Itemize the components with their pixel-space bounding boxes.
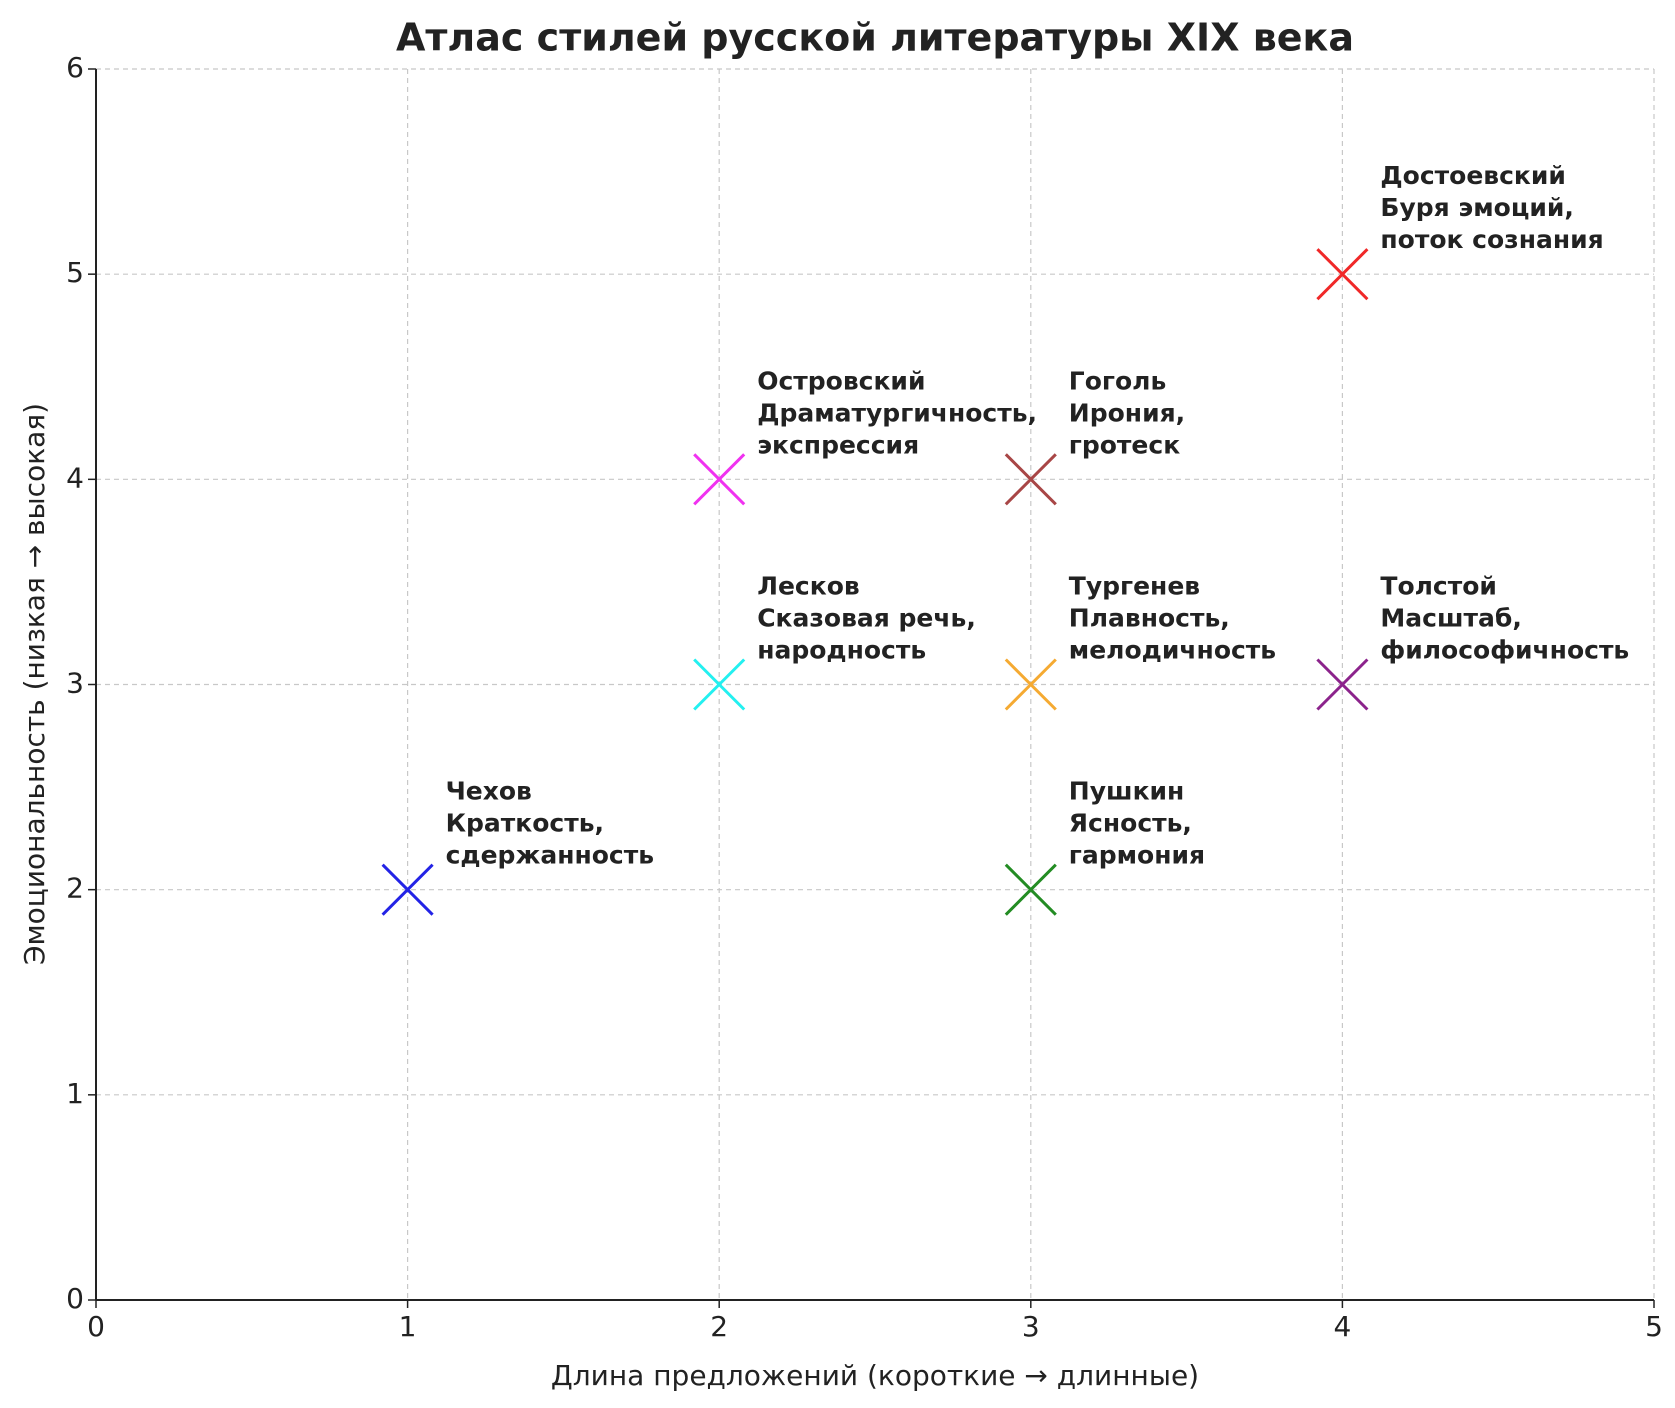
x-tick-label: 1 xyxy=(399,1310,417,1343)
annotation-line: поток сознания xyxy=(1380,225,1603,254)
annotation-name: Толстой xyxy=(1380,572,1497,601)
annotation-line: философичность xyxy=(1380,636,1629,665)
y-tick-label: 4 xyxy=(66,461,84,494)
x-tick-label: 2 xyxy=(710,1310,728,1343)
annotation-line: Ясность, xyxy=(1069,809,1192,838)
y-tick-label: 2 xyxy=(66,872,84,905)
annotation-name: Достоевский xyxy=(1380,161,1566,190)
y-tick-label: 6 xyxy=(66,51,84,84)
annotation-line: Масштаб, xyxy=(1380,604,1521,633)
marker xyxy=(1004,863,1057,916)
marker xyxy=(1004,658,1057,711)
annotation-line: народность xyxy=(757,636,926,665)
marker xyxy=(693,658,746,711)
annotation-line: гротеск xyxy=(1069,430,1180,459)
annotation-name: Пушкин xyxy=(1069,777,1185,806)
x-tick-label: 4 xyxy=(1333,1310,1351,1343)
y-tick-label: 1 xyxy=(66,1077,84,1110)
annotation-line: Драматургичность, xyxy=(757,398,1037,427)
annotation-line: Сказовая речь, xyxy=(757,604,976,633)
annotation-line: Плавность, xyxy=(1069,604,1230,633)
y-tick-label: 5 xyxy=(66,256,84,289)
y-axis-label: Эмоциональность (низкая → высокая) xyxy=(18,403,51,965)
annotation-name: Чехов xyxy=(446,777,532,806)
annotation-line: мелодичность xyxy=(1069,636,1276,665)
annotation-line: гармония xyxy=(1069,841,1205,870)
annotation-name: Тургенев xyxy=(1069,572,1200,601)
x-tick-label: 3 xyxy=(1022,1310,1040,1343)
y-tick-label: 0 xyxy=(66,1282,84,1315)
annotation-line: Ирония, xyxy=(1069,398,1185,427)
annotation-name: Лесков xyxy=(757,572,860,601)
x-axis-label: Длина предложений (короткие → длинные) xyxy=(551,1359,1199,1392)
annotation-line: Краткость, xyxy=(446,809,604,838)
x-tick-label: 5 xyxy=(1645,1310,1663,1343)
marker xyxy=(1004,453,1057,506)
marker xyxy=(381,863,434,916)
annotation-name: Островский xyxy=(757,366,925,395)
marker xyxy=(1316,658,1369,711)
annotation-name: Гоголь xyxy=(1069,366,1166,395)
chart-title: Атлас стилей русской литературы XIX века xyxy=(396,16,1354,60)
x-tick-label: 0 xyxy=(87,1310,105,1343)
annotation-line: сдержанность xyxy=(446,841,654,870)
y-tick-label: 3 xyxy=(66,667,84,700)
marker xyxy=(693,453,746,506)
annotation-line: экспрессия xyxy=(757,430,919,459)
annotation-line: Буря эмоций, xyxy=(1380,193,1574,222)
marker xyxy=(1316,248,1369,301)
